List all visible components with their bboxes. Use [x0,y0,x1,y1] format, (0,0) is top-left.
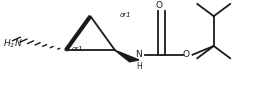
Text: N: N [135,50,142,59]
Text: $H_2N$: $H_2N$ [3,37,22,50]
Text: O: O [182,50,190,59]
Text: or1: or1 [72,46,83,52]
Text: H: H [136,62,142,71]
Polygon shape [115,50,139,62]
Text: or1: or1 [119,12,131,18]
Text: O: O [156,1,163,10]
